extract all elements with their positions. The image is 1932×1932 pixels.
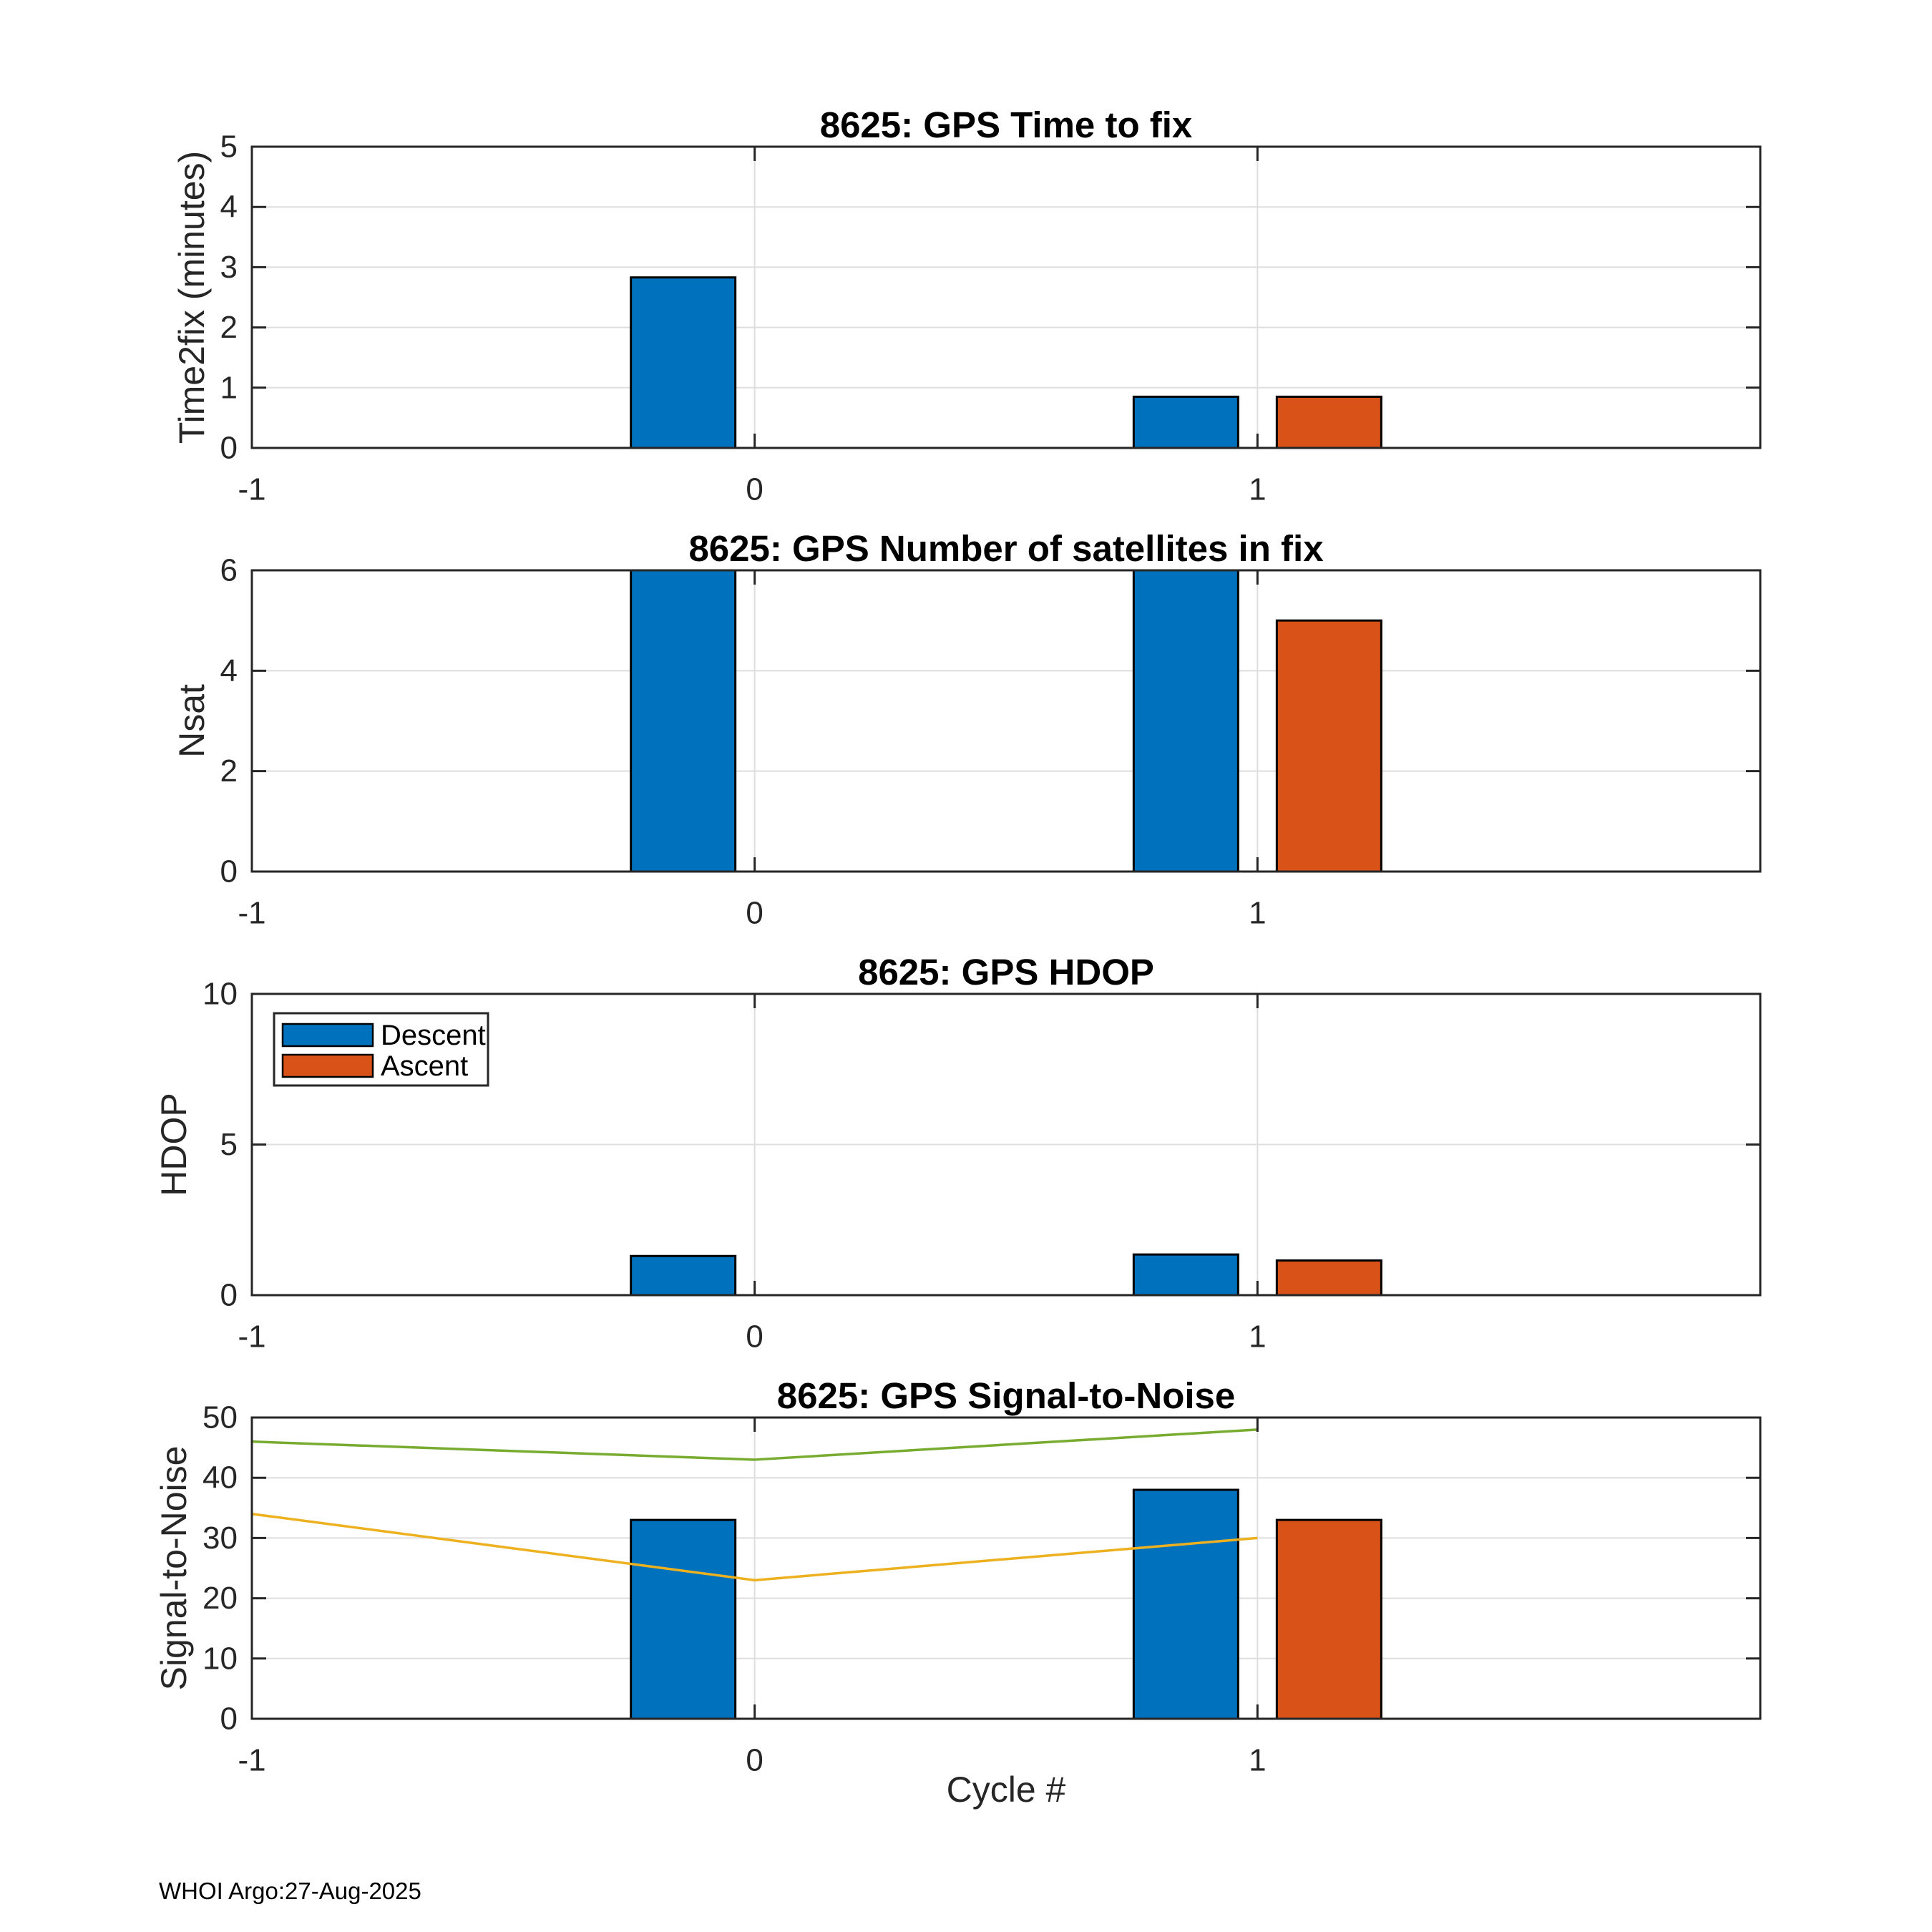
subplot-title: 8625: GPS Signal-to-Noise — [777, 1375, 1236, 1416]
y-tick-label: 0 — [220, 1702, 238, 1737]
bar-descent-cycle-1 — [1132, 395, 1239, 449]
x-tick-label: -1 — [238, 1743, 265, 1778]
x-tick-label: -1 — [238, 1319, 265, 1355]
y-tick-label: 0 — [220, 854, 238, 889]
y-tick-label: 50 — [203, 1400, 238, 1435]
y-tick-label: 4 — [220, 653, 238, 688]
snr-max-line — [251, 1428, 1258, 1461]
y-tick-label: 0 — [220, 1278, 238, 1313]
x-axis-label: Cycle # — [947, 1770, 1066, 1810]
y-axis-label: HDOP — [154, 1093, 194, 1196]
x-tick-label: 1 — [1249, 1319, 1266, 1355]
subplot-title: 8625: GPS HDOP — [858, 952, 1154, 992]
subplot-title: 8625: GPS Number of satellites in fix — [688, 528, 1323, 569]
y-tick-label: 0 — [220, 431, 238, 466]
bar-descent-cycle-1 — [1132, 1253, 1239, 1297]
bar-ascent-cycle-1 — [1275, 1518, 1382, 1720]
legend-swatch-ascent — [281, 1053, 374, 1078]
y-tick-label: 40 — [203, 1460, 238, 1496]
x-tick-label: 1 — [1249, 472, 1266, 507]
y-tick-label: 20 — [203, 1581, 238, 1616]
bar-descent-cycle-0 — [630, 1254, 737, 1297]
y-tick-label: 3 — [220, 250, 238, 285]
legend-label-descent: Descent — [381, 1020, 486, 1051]
y-axis-label: Nsat — [172, 684, 212, 758]
y-tick-label: 4 — [220, 190, 238, 225]
y-axis-label: Time2fix (minutes) — [172, 151, 212, 444]
y-tick-label: 30 — [203, 1521, 238, 1556]
y-tick-label: 5 — [220, 130, 238, 165]
y-axis-label: Signal-to-Noise — [154, 1446, 194, 1691]
legend-swatch-descent — [281, 1023, 374, 1048]
axes-box — [250, 145, 1762, 449]
subplot-title: 8625: GPS Time to fix — [820, 104, 1193, 145]
x-tick-label: 0 — [746, 1743, 763, 1778]
x-tick-label: 1 — [1249, 1743, 1266, 1778]
y-tick-label: 2 — [220, 310, 238, 345]
y-tick-label: 6 — [220, 553, 238, 588]
y-tick-label: 5 — [220, 1127, 238, 1162]
x-tick-label: 0 — [746, 896, 763, 931]
y-tick-label: 2 — [220, 753, 238, 789]
bar-descent-cycle-0 — [630, 569, 737, 873]
snr-min-line — [251, 1512, 1258, 1582]
figure-footer-text: WHOI Argo:27-Aug-2025 — [159, 1878, 421, 1904]
bar-descent-cycle-1 — [1132, 569, 1239, 873]
y-tick-label: 10 — [203, 1641, 238, 1676]
bar-ascent-cycle-1 — [1275, 1259, 1382, 1297]
x-tick-label: 1 — [1249, 896, 1266, 931]
bar-descent-cycle-1 — [1132, 1488, 1239, 1720]
bar-descent-cycle-0 — [630, 276, 737, 449]
bar-descent-cycle-0 — [630, 1518, 737, 1720]
legend-label-ascent: Ascent — [381, 1050, 468, 1082]
y-tick-label: 1 — [220, 370, 238, 405]
bar-ascent-cycle-1 — [1275, 395, 1382, 449]
axes-box — [250, 1416, 1762, 1720]
y-tick-label: 10 — [203, 977, 238, 1012]
x-tick-label: 0 — [746, 1319, 763, 1355]
x-tick-label: 0 — [746, 472, 763, 507]
bar-ascent-cycle-1 — [1275, 619, 1382, 873]
x-tick-label: -1 — [238, 896, 265, 931]
axes-box — [250, 569, 1762, 873]
x-tick-label: -1 — [238, 472, 265, 507]
